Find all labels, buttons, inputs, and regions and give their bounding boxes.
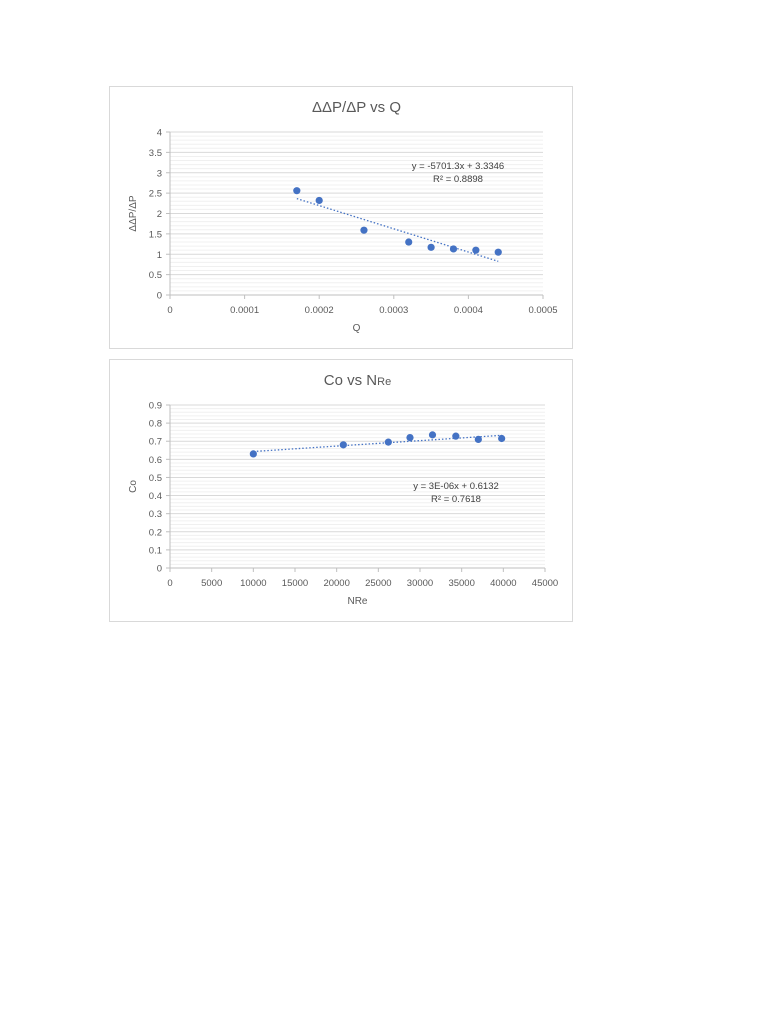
x-tick-label: 0.0001 bbox=[230, 305, 259, 316]
y-tick-label: 3.5 bbox=[149, 148, 162, 159]
y-tick-label: 0 bbox=[157, 291, 162, 302]
y-tick-label: 0.1 bbox=[149, 545, 162, 556]
x-tick-label: 20000 bbox=[323, 578, 349, 589]
trendline-r-squared: R² = 0.7618 bbox=[431, 494, 481, 505]
y-tick-label: 2.5 bbox=[149, 189, 162, 200]
trendline-r-squared: R² = 0.8898 bbox=[433, 174, 483, 185]
data-point bbox=[249, 450, 257, 458]
x-axis-label: Q bbox=[353, 323, 361, 334]
y-tick-label: 1.5 bbox=[149, 229, 162, 240]
x-tick-label: 0.0002 bbox=[305, 305, 334, 316]
x-tick-label: 15000 bbox=[282, 578, 308, 589]
x-tick-label: 35000 bbox=[448, 578, 474, 589]
chart-co-vs-nre-svg: 0 0.1 0.2 0.3 0.4 0.5 0.6 0.7 0.8 0.9 0 5000 10000 15… bbox=[128, 372, 558, 607]
data-point bbox=[360, 226, 368, 234]
chart-co-vs-nre: 0 0.1 0.2 0.3 0.4 0.5 0.6 0.7 0.8 0.9 0 5000 10000 15… bbox=[109, 359, 573, 622]
y-tick-label: 1 bbox=[157, 250, 162, 261]
y-tick-label: 0.5 bbox=[149, 270, 162, 281]
x-tick-label: 10000 bbox=[240, 578, 266, 589]
x-tick-label: 30000 bbox=[407, 578, 433, 589]
trendline-equation: y = -5701.3x + 3.3346 bbox=[412, 161, 504, 172]
chart-title: Co vs NRe bbox=[324, 372, 391, 389]
y-tick-label: 0.5 bbox=[149, 473, 162, 484]
data-point bbox=[315, 196, 323, 205]
x-tick-label: 40000 bbox=[490, 578, 516, 589]
y-axis-label: Co bbox=[128, 480, 139, 493]
y-tick-label: 0.6 bbox=[149, 455, 162, 466]
chart-title-subscript: Re bbox=[377, 376, 391, 388]
data-point bbox=[472, 246, 480, 254]
x-tick-label: 0.0005 bbox=[528, 305, 557, 316]
data-point bbox=[428, 431, 437, 439]
y-tick-label: 0.7 bbox=[149, 437, 162, 448]
chart-delta-p-vs-q-svg: 0 0.5 1 1.5 2 2.5 3 3.5 4 0 0.0001 0.0002 0.0003 0.00… bbox=[128, 99, 558, 334]
data-point bbox=[494, 248, 502, 256]
y-tick-label: 0.9 bbox=[149, 401, 162, 412]
x-tick-label: 0 bbox=[167, 305, 172, 316]
x-axis-label: NRe bbox=[347, 596, 367, 607]
data-point bbox=[449, 245, 458, 253]
trendline bbox=[296, 197, 499, 262]
x-tick-label: 25000 bbox=[365, 578, 391, 589]
x-tick-label: 5000 bbox=[201, 578, 222, 589]
y-tick-label: 0.8 bbox=[149, 419, 162, 430]
data-point bbox=[474, 435, 482, 444]
data-point bbox=[405, 238, 413, 246]
y-tick-label: 0.3 bbox=[149, 509, 162, 520]
y-tick-label: 0.2 bbox=[149, 527, 162, 538]
x-tick-label: 0.0004 bbox=[454, 305, 483, 316]
x-tick-label: 0.0003 bbox=[379, 305, 408, 316]
data-point bbox=[452, 432, 460, 440]
x-tick-label: 0 bbox=[167, 578, 172, 589]
data-point bbox=[498, 434, 506, 443]
y-tick-label: 2 bbox=[157, 209, 162, 220]
data-point bbox=[339, 441, 347, 449]
data-point bbox=[384, 438, 392, 446]
y-tick-label: 4 bbox=[157, 128, 162, 139]
y-tick-label: 3 bbox=[157, 168, 162, 179]
data-point bbox=[427, 243, 435, 251]
trendline-equation: y = 3E-06x + 0.6132 bbox=[413, 481, 499, 492]
x-tick-label: 45000 bbox=[532, 578, 558, 589]
y-tick-label: 0 bbox=[157, 564, 162, 575]
chart-delta-p-vs-q: 0 0.5 1 1.5 2 2.5 3 3.5 4 0 0.0001 0.0002 0.0003 0.00… bbox=[109, 86, 573, 349]
data-point bbox=[406, 434, 414, 442]
y-tick-label: 0.4 bbox=[149, 491, 162, 502]
data-point bbox=[293, 187, 301, 195]
trendline bbox=[253, 434, 502, 453]
y-axis-label: ΔΔP/ΔP bbox=[128, 195, 139, 231]
chart-title: ΔΔP/ΔP vs Q bbox=[312, 99, 401, 116]
